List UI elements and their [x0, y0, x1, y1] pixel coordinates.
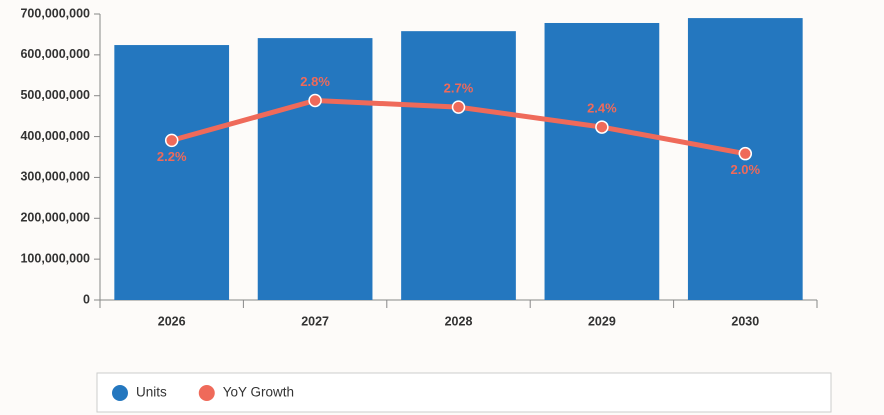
- bar: [401, 31, 516, 300]
- bar: [544, 22, 660, 300]
- x-tick-label: 2026: [158, 314, 186, 328]
- line-point: [308, 93, 322, 108]
- y-tick-label: 700,000,000: [20, 6, 90, 20]
- y-tick-label: 100,000,000: [20, 251, 90, 265]
- legend-marker[interactable]: [112, 385, 128, 401]
- data-label: 2.8%: [300, 74, 330, 89]
- line-point: [738, 146, 753, 161]
- y-tick-label: 600,000,000: [20, 47, 90, 61]
- y-tick-label: 200,000,000: [20, 211, 90, 225]
- legend-label[interactable]: Units: [136, 385, 167, 400]
- bar: [114, 45, 230, 301]
- legend-box: [96, 372, 832, 413]
- x-tick-label: 2029: [588, 314, 616, 328]
- data-label: 2.0%: [730, 162, 760, 177]
- legend-label[interactable]: YoY Growth: [223, 385, 294, 400]
- line-point: [164, 133, 179, 148]
- data-label: 2.4%: [587, 101, 617, 116]
- line-point: [595, 120, 609, 134]
- y-tick-label: 0: [83, 292, 90, 306]
- y-tick-label: 400,000,000: [20, 129, 90, 143]
- y-tick-label: 500,000,000: [20, 88, 90, 102]
- line-point: [451, 100, 466, 114]
- x-tick-label: 2030: [731, 314, 759, 328]
- data-label: 2.7%: [444, 81, 474, 96]
- x-tick-label: 2027: [301, 314, 329, 328]
- x-tick-label: 2028: [445, 314, 473, 328]
- bar: [257, 38, 373, 300]
- legend-marker[interactable]: [198, 385, 215, 401]
- data-label: 2.2%: [157, 149, 187, 164]
- y-tick-label: 300,000,000: [20, 170, 90, 184]
